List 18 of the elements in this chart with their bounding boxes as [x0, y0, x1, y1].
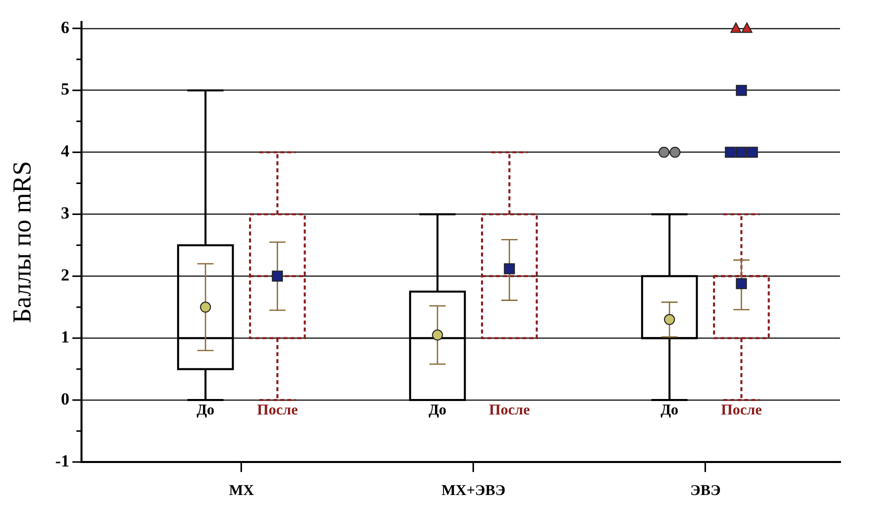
x-tick-label: МХ [228, 482, 254, 499]
text: До [660, 402, 678, 418]
y-tick-label: 5 [60, 80, 70, 99]
y-tick-label: -1 [55, 451, 70, 470]
text: После [720, 402, 762, 418]
y-axis-title: Баллы по mRS [7, 161, 36, 324]
series-label: До [428, 402, 446, 418]
x-tick-label: ЭВЭ [690, 482, 721, 499]
y-tick-label: 4 [60, 142, 70, 161]
x-tick-label: МХ+ЭВЭ [441, 482, 506, 499]
y-tick-label: 6 [60, 18, 70, 37]
text: До [196, 402, 214, 418]
y-tick-label: 1 [60, 328, 70, 347]
text: После [488, 402, 530, 418]
y-tick-label: 2 [60, 266, 70, 285]
y-tick-label: 3 [60, 204, 70, 223]
y-tick-label: 0 [60, 389, 70, 408]
text: После [256, 402, 298, 418]
